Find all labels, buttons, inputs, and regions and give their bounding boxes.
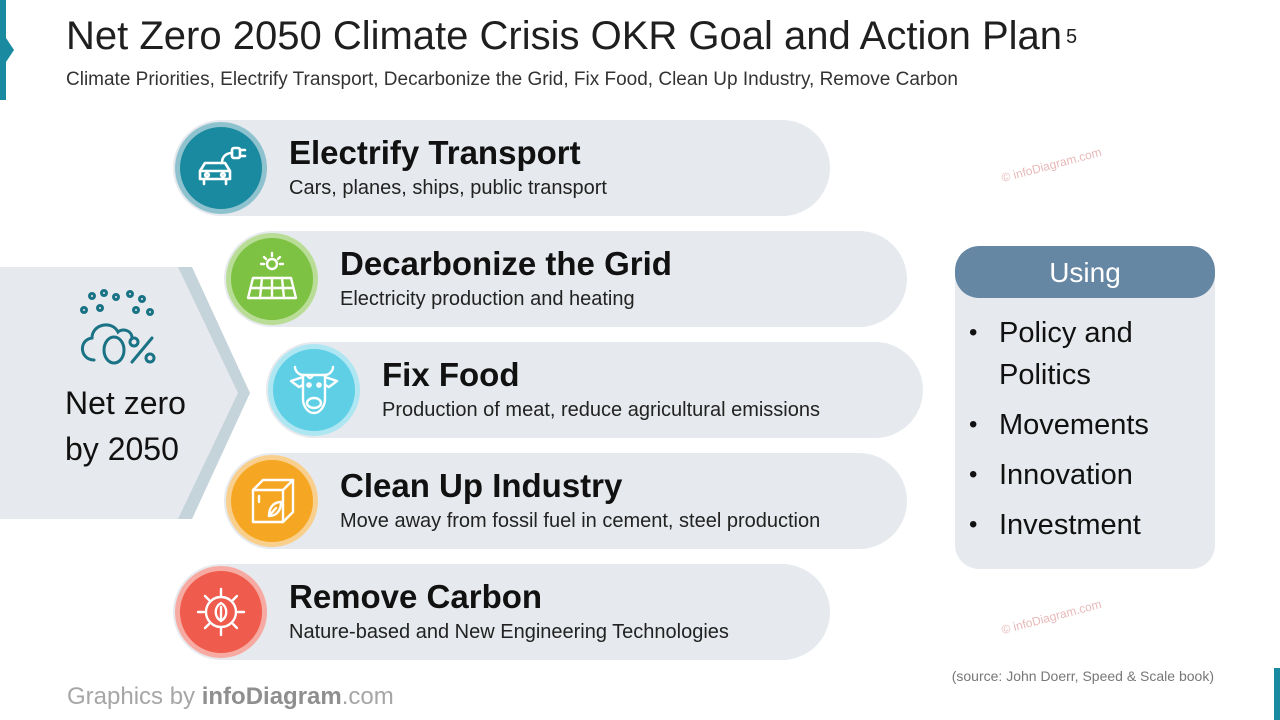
using-item: Movements: [955, 404, 1215, 446]
priority-fix-food: Fix Food Production of meat, reduce agri…: [266, 342, 923, 438]
title-text: Net Zero 2050 Climate Crisis OKR Goal an…: [66, 14, 1062, 58]
solar-panel-icon: [226, 233, 318, 325]
using-item: Investment: [955, 504, 1215, 546]
source-note: (source: John Doerr, Speed & Scale book): [951, 668, 1214, 684]
priority-title: Remove Carbon: [289, 578, 543, 615]
using-list: Policy and Politics Movements Innovation…: [955, 298, 1215, 546]
priority-title: Fix Food: [382, 356, 520, 393]
accent-marker: [6, 38, 14, 62]
goal-line-1: Net zero: [65, 385, 186, 421]
watermark: © infoDiagram.com: [999, 596, 1103, 638]
footer-credit: Graphics by infoDiagram.com: [67, 683, 394, 711]
priority-decarbonize-grid: Decarbonize the Grid Electricity product…: [224, 231, 907, 327]
priority-clean-up-industry: Clean Up Industry Move away from fossil …: [224, 453, 907, 549]
electric-car-icon: [175, 122, 267, 214]
footer-suffix: .com: [341, 683, 394, 710]
priority-electrify-transport: Electrify Transport Cars, planes, ships,…: [173, 120, 830, 216]
priority-description: Cars, planes, ships, public transport: [289, 177, 607, 199]
goal-line-2: by 2050: [65, 431, 179, 467]
box-leaf-icon: [226, 455, 318, 547]
footer-prefix: Graphics by: [67, 683, 202, 710]
using-item: Innovation: [955, 454, 1215, 496]
priority-description: Nature-based and New Engineering Technol…: [289, 621, 729, 643]
page-title: Net Zero 2050 Climate Crisis OKR Goal an…: [66, 14, 1077, 59]
corner-accent: [1274, 668, 1280, 720]
priority-remove-carbon: Remove Carbon Nature-based and New Engin…: [173, 564, 830, 660]
footer-brand: infoDiagram: [201, 683, 342, 710]
gear-leaf-icon: [175, 566, 267, 658]
goal-chevron: [0, 267, 250, 519]
watermark: © infoDiagram.com: [999, 144, 1103, 186]
cow-icon: [268, 344, 360, 436]
accent-bar: [0, 0, 6, 100]
priority-title: Clean Up Industry: [340, 467, 623, 504]
priority-description: Move away from fossil fuel in cement, st…: [340, 510, 821, 532]
cloud-zero-percent-icon: [80, 289, 156, 365]
priority-title: Electrify Transport: [289, 134, 581, 171]
using-header: Using: [955, 246, 1215, 298]
priority-description: Production of meat, reduce agricultural …: [382, 399, 820, 421]
using-item: Policy and Politics: [955, 312, 1215, 396]
page-subtitle: Climate Priorities, Electrify Transport,…: [66, 69, 958, 90]
using-panel: Using Policy and Politics Movements Inno…: [955, 246, 1215, 569]
slide-number: 5: [1066, 26, 1078, 48]
goal-label: Net zero by 2050: [65, 380, 186, 472]
priority-title: Decarbonize the Grid: [340, 245, 672, 282]
priority-description: Electricity production and heating: [340, 288, 635, 310]
